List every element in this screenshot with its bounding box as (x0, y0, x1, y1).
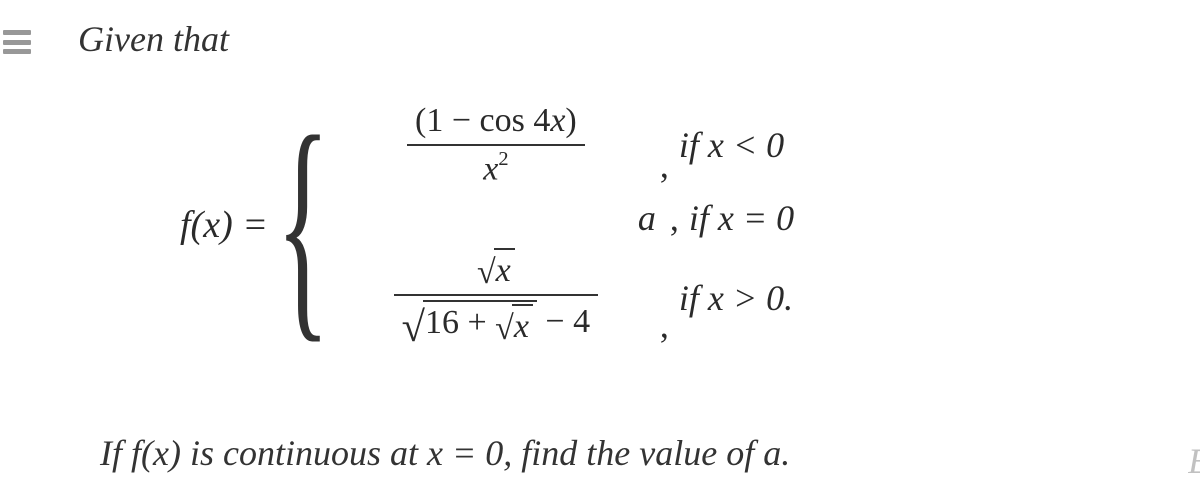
case-1-fraction: (1 − cos 4x) x2 (407, 100, 585, 190)
page: Given that f(x) = { (1 − cos 4x) x2 (0, 0, 1200, 503)
case-3-fraction: √x √ 16 + √x − 4 (394, 246, 598, 350)
case-1-expr: (1 − cos 4x) x2 (336, 100, 656, 190)
case-3-num-sqrt: √x (477, 248, 515, 290)
case-2-expr: a (336, 197, 666, 239)
case-3-den-outer-sqrt: √ 16 + √x (402, 300, 537, 348)
case-3-expr: √x √ 16 + √x − 4 (336, 246, 656, 350)
case-1: (1 − cos 4x) x2 , if x < 0 (336, 100, 794, 190)
menu-icon[interactable] (0, 25, 34, 59)
case-1-den-var: x (483, 150, 498, 187)
case-3-den-inner-radicand: x (512, 304, 533, 346)
case-1-den-exp: 2 (498, 148, 508, 170)
case-2-value: a (638, 197, 656, 239)
case-1-num-var: x (550, 102, 565, 139)
case-3-bar (394, 294, 598, 296)
case-1-cond: if x < 0 (679, 124, 784, 166)
case-2-if: if (689, 198, 709, 238)
case-2-cond: if x = 0 (689, 197, 794, 239)
case-1-if: if (679, 125, 699, 165)
conclusion: If f(x) is continuous at x = 0, find the… (100, 432, 790, 474)
case-3-cond: if x > 0. (679, 277, 793, 319)
conclusion-eq: = 0, find the value of a. (443, 433, 790, 473)
case-2-cond-expr: x = 0 (709, 198, 794, 238)
case-1-bar (407, 144, 585, 146)
edge-artifact: E (1188, 440, 1200, 482)
case-2: a , if x = 0 (336, 197, 794, 239)
conclusion-x2: x (427, 433, 443, 473)
conclusion-mid: ) is continuous at (169, 433, 427, 473)
case-3-den-inner-sqrt: √x (495, 304, 533, 346)
case-1-cond-expr: x < 0 (699, 125, 784, 165)
conclusion-pre: If f( (100, 433, 153, 473)
case-2-comma: , (666, 197, 689, 239)
case-1-num-close: ) (565, 102, 576, 139)
cases: (1 − cos 4x) x2 , if x < 0 a (336, 100, 794, 350)
case-1-comma: , (656, 144, 679, 186)
conclusion-x1: x (153, 433, 169, 473)
lhs: f(x) = (180, 203, 268, 247)
piecewise-definition: f(x) = { (1 − cos 4x) x2 , (180, 95, 794, 355)
intro-text: Given that (78, 18, 229, 60)
case-3: √x √ 16 + √x − 4 (336, 246, 794, 350)
case-3-den-tail: − 4 (537, 303, 590, 340)
case-3-comma: , (656, 304, 679, 346)
case-3-if: if (679, 278, 699, 318)
case-1-num-open: (1 − cos 4 (415, 102, 550, 139)
left-brace: { (276, 100, 330, 350)
case-3-cond-expr: x > 0. (699, 278, 793, 318)
case-3-den-pre: 16 + (425, 304, 495, 341)
case-3-num-radicand: x (494, 248, 515, 290)
